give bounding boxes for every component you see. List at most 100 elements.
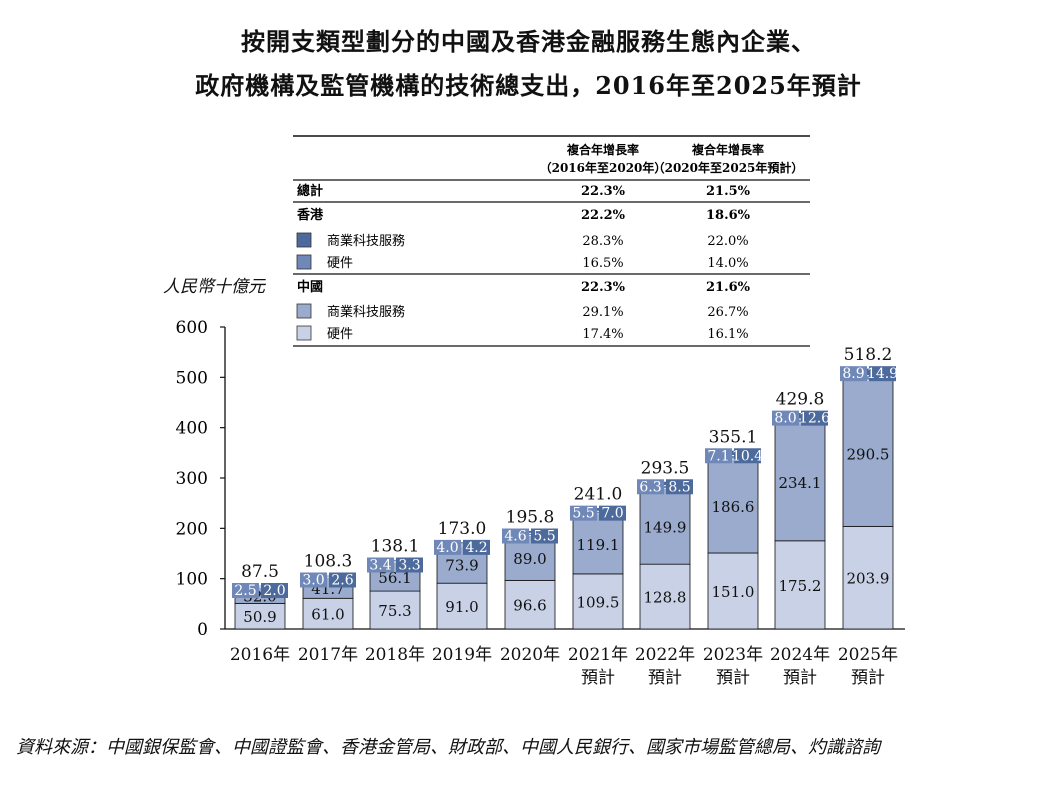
bar-value-label: 5.5 xyxy=(572,506,594,522)
hk-hardware-label-box xyxy=(570,505,597,521)
bar-value-label: 96.6 xyxy=(513,597,546,615)
bar-value-label: 50.9 xyxy=(243,608,276,626)
bar-value-label: 14.9 xyxy=(867,366,898,382)
bar-value-label: 8.0 xyxy=(774,411,796,427)
y-tick-label: 0 xyxy=(197,620,208,640)
x-tick-label: 2018年 xyxy=(365,645,425,665)
x-tick-label: 2022年 xyxy=(635,645,695,665)
bar-value-label: 8.9 xyxy=(842,366,864,382)
bar-total-label: 241.0 xyxy=(574,485,623,505)
bar-value-label: 3.3 xyxy=(398,557,420,573)
table-header-cagr1: 複合年增長率 xyxy=(566,142,639,157)
bar-value-label: 7.0 xyxy=(601,506,623,522)
table-row-label: 香港 xyxy=(296,207,324,223)
cagr-table: 複合年增長率 （2016年至2020年） 複合年增長率 （2020年至2025年預計）… xyxy=(293,135,810,347)
bar-value-label: 89.0 xyxy=(513,550,546,568)
x-tick-label: 2021年 xyxy=(568,645,628,665)
x-tick-label: 2020年 xyxy=(500,645,560,665)
table-row-label: 中國 xyxy=(297,279,323,295)
x-tick-label: 預計 xyxy=(581,668,615,688)
bar-value-label: 109.5 xyxy=(577,593,620,611)
y-tick-label: 200 xyxy=(176,519,208,539)
y-tick-label: 500 xyxy=(176,368,208,388)
table-cagr2-value: 18.6% xyxy=(706,208,751,223)
hk-services-label-box xyxy=(666,479,693,495)
bar-segment xyxy=(436,582,488,630)
bar-value-label: 290.5 xyxy=(847,445,890,463)
x-tick-label: 預計 xyxy=(783,668,817,688)
legend-swatch xyxy=(296,325,312,341)
bar-value-label: 3.0 xyxy=(302,572,324,588)
bar-value-label: 3.4 xyxy=(369,557,391,573)
table-cagr1-value: 17.4% xyxy=(582,327,623,342)
hk-hardware-label-box xyxy=(434,539,461,555)
table-cagr1-value: 22.2% xyxy=(581,208,626,223)
x-tick-label: 2025年 xyxy=(838,645,898,665)
hk-services-label-box xyxy=(734,448,761,464)
bar-total-label: 355.1 xyxy=(709,427,758,447)
hk-services-label-box xyxy=(869,366,896,382)
bar-segment xyxy=(572,573,624,630)
bar-total-label: 195.8 xyxy=(506,507,555,527)
bar-total-label: 173.0 xyxy=(438,519,487,539)
table-header-cagr1-period: （2016年至2020年） xyxy=(540,160,667,175)
bar-value-label: 4.6 xyxy=(504,528,526,544)
hk-hardware-label-box xyxy=(232,583,259,599)
table-row-label: 硬件 xyxy=(327,256,353,271)
table-row-label: 商業科技服務 xyxy=(327,304,405,320)
bar-value-label: 149.9 xyxy=(644,518,687,536)
hk-hardware-label-box xyxy=(637,479,664,495)
hk-services-label-box xyxy=(463,539,490,555)
x-tick-label: 2023年 xyxy=(703,645,763,665)
table-cagr2-value: 21.5% xyxy=(706,184,751,199)
bar-value-label: 4.2 xyxy=(465,540,487,556)
bar-value-label: 12.6 xyxy=(799,411,830,427)
bar-value-label: 203.9 xyxy=(847,570,890,588)
table-cagr2-value: 26.7% xyxy=(707,305,748,320)
bar-value-label: 151.0 xyxy=(712,583,755,601)
bar-value-label: 8.5 xyxy=(668,479,690,495)
legend-swatch xyxy=(296,254,312,270)
bar-segment xyxy=(842,525,894,630)
bar-value-label: 175.2 xyxy=(779,577,822,595)
y-tick-label: 300 xyxy=(176,469,208,489)
table-cagr2-value: 22.0% xyxy=(707,234,748,249)
legend-swatch xyxy=(296,232,312,248)
table-row-label: 總計 xyxy=(297,183,323,199)
hk-hardware-label-box xyxy=(840,366,867,382)
table-cagr1-value: 28.3% xyxy=(582,234,623,249)
hk-services-label-box xyxy=(801,410,828,426)
chart-area: 人民幣十億元 複合年增長率 （2016年至2020年） 複合年增長率 （2020年至2… xyxy=(163,135,905,688)
hk-hardware-label-box xyxy=(772,410,799,426)
legend-swatch xyxy=(296,303,312,319)
bar-segment xyxy=(774,422,826,542)
bar-value-label: 128.8 xyxy=(644,589,687,607)
bar-segment xyxy=(842,379,894,527)
bar-value-label: 234.1 xyxy=(779,474,822,492)
bar-segment xyxy=(302,597,354,630)
hk-hardware-label-box xyxy=(502,528,529,544)
x-tick-label: 預計 xyxy=(851,668,885,688)
hk-services-label-box xyxy=(531,528,558,544)
bar-value-label: 91.0 xyxy=(445,598,478,616)
hk-services-label-box xyxy=(261,583,288,599)
bar-total-label: 87.5 xyxy=(241,562,279,582)
hk-hardware-label-box xyxy=(367,557,394,573)
bar-segment xyxy=(369,590,421,630)
bar-segment xyxy=(572,513,624,575)
y-tick-label: 400 xyxy=(176,419,208,439)
table-cagr1-value: 29.1% xyxy=(582,305,623,320)
table-cagr2-value: 14.0% xyxy=(707,256,748,271)
hk-hardware-label-box xyxy=(705,448,732,464)
table-row-label: 硬件 xyxy=(327,327,353,342)
bar-total-label: 108.3 xyxy=(304,551,353,571)
hk-hardware-label-box xyxy=(300,572,327,588)
table-row-label: 商業科技服務 xyxy=(327,233,405,249)
x-tick-label: 2024年 xyxy=(770,645,830,665)
bar-segment xyxy=(639,488,691,565)
table-cagr1-value: 22.3% xyxy=(581,280,626,295)
bar-value-label: 4.0 xyxy=(436,540,458,556)
bar-segment xyxy=(774,540,826,630)
bar-segment xyxy=(707,458,759,554)
bar-total-label: 138.1 xyxy=(371,536,420,556)
